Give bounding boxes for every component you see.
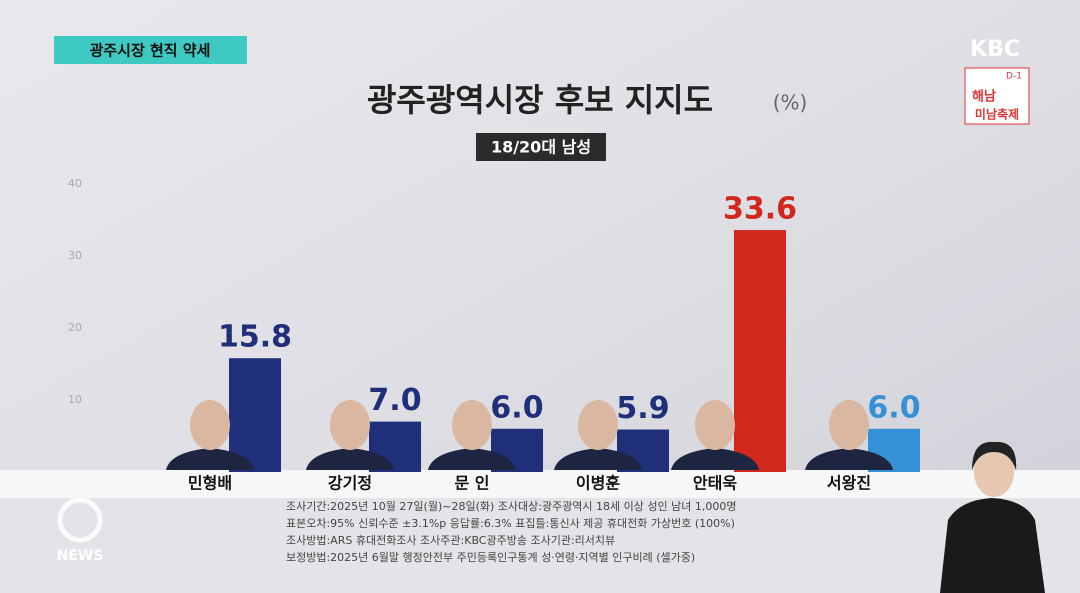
unit: (%) bbox=[773, 91, 808, 115]
footnote: 표본오차:95% 신뢰수준 ±3.1%p 응답률:6.3% 표집틀:통신사 제공… bbox=[286, 517, 735, 530]
bar bbox=[229, 358, 281, 472]
candidate-photo bbox=[190, 400, 230, 450]
x-tick-label: 안태욱 bbox=[693, 474, 737, 493]
x-tick-label: 서왕진 bbox=[827, 474, 871, 493]
candidate-photo bbox=[578, 400, 618, 450]
ad-text: 미남축제 bbox=[975, 107, 1019, 122]
value-label: 5.9 bbox=[616, 391, 669, 426]
watermark: NEWS bbox=[57, 548, 104, 564]
footnote: 조사기간:2025년 10월 27일(월)~28일(화) 조사대상:광주광역시 … bbox=[286, 499, 736, 513]
footnote: 보정방법:2025년 6월말 행정안전부 주민등록인구통계 성·연령·지역별 인… bbox=[286, 551, 695, 564]
name-band bbox=[0, 470, 1080, 498]
ad-text: 해남 bbox=[972, 89, 996, 105]
candidate-photo bbox=[452, 400, 492, 450]
ad-text: D-1 bbox=[1006, 72, 1022, 82]
subtitle: 18/20대 남성 bbox=[491, 138, 591, 157]
y-tick-label: 10 bbox=[68, 393, 82, 406]
logo: KBC bbox=[970, 37, 1020, 62]
x-tick-label: 문 인 bbox=[454, 474, 489, 493]
value-label: 7.0 bbox=[368, 383, 421, 418]
ad-box bbox=[964, 67, 1030, 125]
candidate-photo bbox=[428, 448, 516, 470]
candidate-photo bbox=[829, 400, 869, 450]
y-tick-label: 40 bbox=[68, 177, 82, 190]
candidate-photo bbox=[554, 448, 642, 470]
value-label: 33.6 bbox=[723, 192, 797, 227]
footnote: 조사방법:ARS 휴대전화조사 조사주관:KBC광주방송 조사기관:리서치뷰 bbox=[286, 534, 615, 547]
y-tick-label: 30 bbox=[68, 249, 82, 262]
tag: 광주시장 현직 약세 bbox=[90, 42, 211, 60]
candidate-photo bbox=[805, 448, 893, 470]
candidate-photo bbox=[166, 448, 254, 470]
x-tick-label: 이병훈 bbox=[576, 474, 620, 493]
interpreter bbox=[940, 441, 1045, 593]
subtitle-box bbox=[476, 133, 606, 161]
candidate-photo bbox=[671, 448, 759, 470]
chart-title: 광주광역시장 후보 지지도 bbox=[367, 81, 713, 119]
x-tick-label: 강기정 bbox=[328, 474, 372, 493]
value-label: 6.0 bbox=[490, 390, 543, 425]
candidate-photo bbox=[695, 400, 735, 450]
watermark-icon bbox=[57, 497, 103, 543]
tag-box bbox=[54, 36, 247, 64]
candidate-photo bbox=[330, 400, 370, 450]
value-label: 6.0 bbox=[867, 390, 920, 425]
value-label: 15.8 bbox=[218, 320, 292, 355]
x-tick-label: 민형배 bbox=[188, 474, 232, 493]
footnote-band bbox=[0, 498, 1080, 593]
candidate-photo bbox=[306, 448, 394, 470]
bar bbox=[734, 230, 786, 472]
y-tick-label: 20 bbox=[68, 321, 82, 334]
